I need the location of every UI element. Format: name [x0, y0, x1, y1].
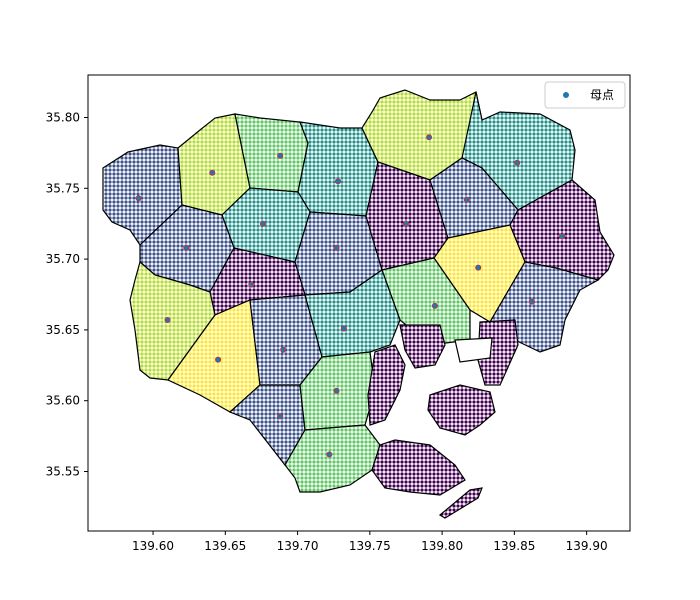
- generator-point: [475, 264, 482, 271]
- y-tick-label: 35.60: [46, 394, 80, 408]
- region-west: [129, 260, 216, 381]
- generator-point: [277, 152, 284, 159]
- generator-point: [528, 298, 535, 305]
- generator-point: [209, 169, 216, 176]
- x-tick-label: 139.80: [421, 539, 463, 553]
- legend: 母点: [544, 81, 626, 109]
- y-tick-label: 35.55: [46, 465, 80, 479]
- x-tick-label: 139.70: [277, 539, 319, 553]
- generator-point: [280, 346, 287, 353]
- x-axis: 139.60 139.65 139.70 139.75 139.80 139.85 139.…: [132, 531, 608, 553]
- region-south-3: [284, 424, 381, 493]
- legend-box: [544, 81, 626, 109]
- generator-point: [340, 325, 347, 332]
- generator-point: [335, 178, 342, 185]
- y-tick-label: 35.80: [46, 110, 80, 124]
- voronoi-regions: [102, 89, 615, 519]
- y-axis: 35.55 35.60 35.65 35.70 35.75 35.80: [46, 110, 88, 479]
- generator-point: [514, 159, 521, 166]
- generator-point: [426, 134, 433, 141]
- region-port-1: [399, 324, 446, 369]
- x-tick-label: 139.65: [204, 539, 246, 553]
- generator-point: [259, 220, 266, 227]
- x-tick-label: 139.90: [566, 539, 608, 553]
- generator-point: [333, 387, 340, 394]
- y-tick-label: 35.65: [46, 323, 80, 337]
- y-tick-label: 35.75: [46, 181, 80, 195]
- x-tick-label: 139.85: [493, 539, 535, 553]
- plot-frame: [87, 74, 631, 532]
- region-bay-2: [427, 384, 496, 436]
- y-tick-label: 35.70: [46, 252, 80, 266]
- region-bay-4: [367, 344, 406, 426]
- generator-point: [215, 356, 222, 363]
- generator-point: [431, 302, 438, 309]
- generator-point: [402, 220, 409, 227]
- region-bay-3: [438, 487, 483, 519]
- legend-marker: [563, 92, 569, 98]
- region-bay-1: [371, 439, 466, 496]
- generator-point: [277, 413, 284, 420]
- generator-point: [183, 244, 190, 251]
- generator-point: [248, 281, 255, 288]
- x-tick-label: 139.75: [349, 539, 391, 553]
- x-tick-label: 139.60: [132, 539, 174, 553]
- legend-label: 母点: [590, 88, 614, 102]
- generator-point: [559, 233, 566, 240]
- generator-points: [135, 134, 566, 458]
- region-port-3: [454, 337, 493, 363]
- generator-point: [164, 316, 171, 323]
- generator-point: [463, 196, 470, 203]
- generator-point: [135, 195, 142, 202]
- generator-point: [333, 244, 340, 251]
- generator-point: [326, 451, 333, 458]
